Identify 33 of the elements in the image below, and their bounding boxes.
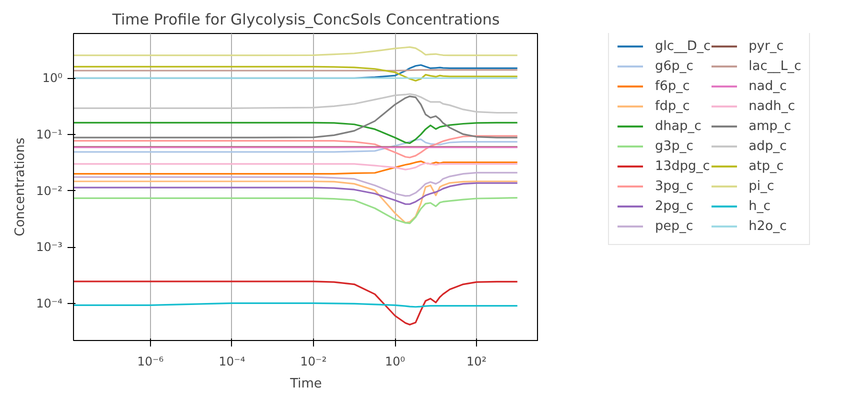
legend-label: lac__L_c xyxy=(748,58,802,74)
legend-label: h_c xyxy=(748,198,771,214)
x-tick-label: 10⁻⁶ xyxy=(137,354,164,368)
legend-label: pyr_c xyxy=(748,38,784,54)
x-axis-title: Time xyxy=(289,376,322,392)
legend-label: glc__D_c xyxy=(655,38,711,54)
y-tick-label: 10⁻⁴ xyxy=(36,296,63,310)
legend-label: atp_c xyxy=(748,158,784,174)
legend-label: pi_c xyxy=(748,178,774,194)
y-tick-label: 10⁻² xyxy=(36,184,63,198)
legend-label: adp_c xyxy=(748,138,787,154)
y-tick-label: 10⁻³ xyxy=(36,240,63,254)
x-tick-label: 10⁻² xyxy=(300,354,327,368)
legend-label: 2pg_c xyxy=(655,198,694,214)
legend-label: g6p_c xyxy=(655,58,694,74)
legend-label: fdp_c xyxy=(655,98,690,114)
legend-label: 13dpg_c xyxy=(655,158,710,174)
legend-label: amp_c xyxy=(748,118,792,134)
chart-title: Time Profile for Glycolysis_ConcSols Concentrations xyxy=(111,10,500,28)
legend-label: g3p_c xyxy=(655,138,694,154)
y-tick-label: 10⁻¹ xyxy=(36,127,63,142)
x-tick-label: 10² xyxy=(466,354,487,368)
legend-label: f6p_c xyxy=(655,78,690,94)
legend-label: 3pg_c xyxy=(655,178,694,194)
y-axis-title: Concentrations xyxy=(13,137,28,236)
legend-label: nad_c xyxy=(748,78,787,94)
legend-label: h2o_c xyxy=(748,218,787,234)
legend-label: dhap_c xyxy=(655,118,702,134)
legend-label: nadh_c xyxy=(748,98,796,114)
y-tick-label: 10⁰ xyxy=(42,71,63,86)
x-tick-label: 10⁰ xyxy=(385,354,406,368)
x-tick-label: 10⁻⁴ xyxy=(218,354,246,368)
legend-label: pep_c xyxy=(655,218,694,234)
